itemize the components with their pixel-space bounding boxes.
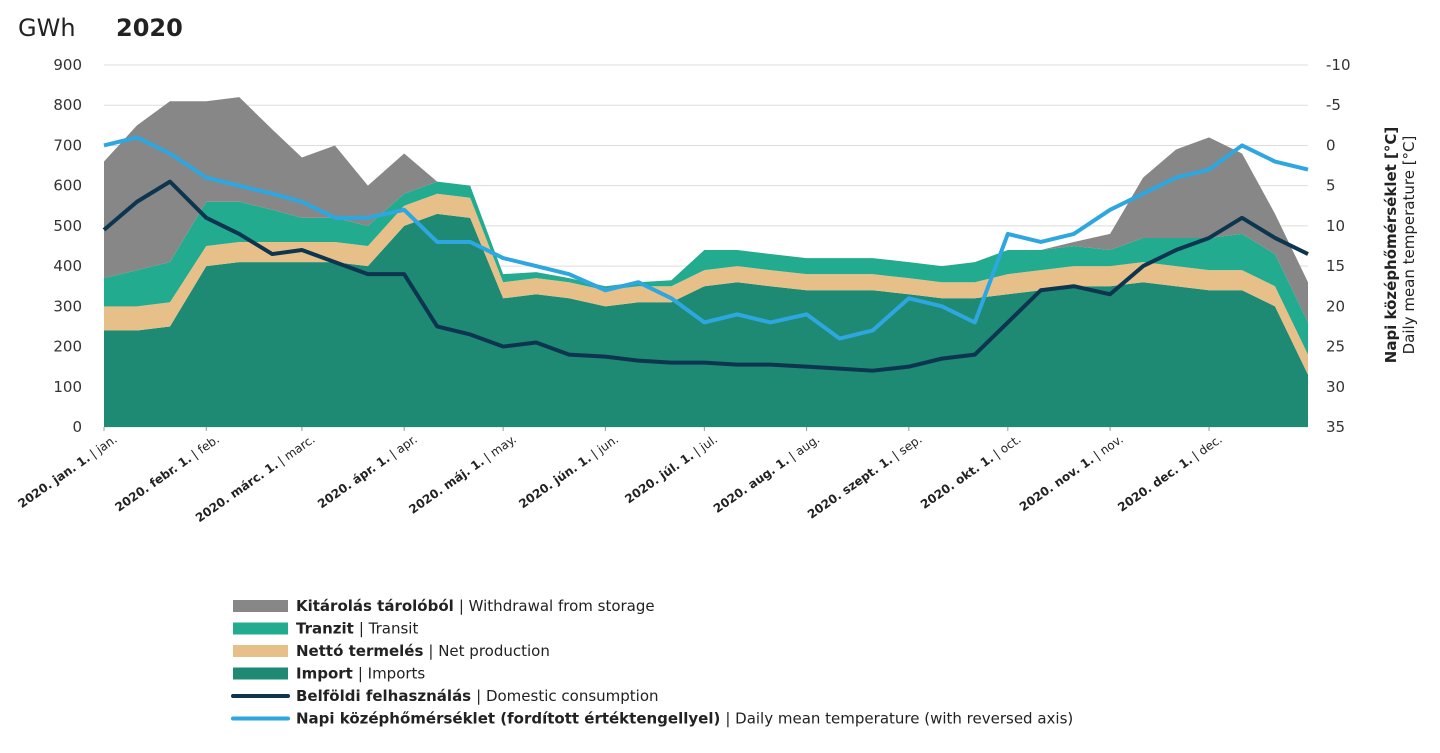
x-tick-label-en: | apr. [387, 432, 420, 461]
y-tick-label: 0 [72, 418, 82, 436]
x-tick-label-en: | oct. [991, 432, 1024, 461]
legend-swatch [233, 622, 288, 635]
x-tick-label: 2020. okt. 1.| oct. [918, 432, 1024, 512]
x-tick-label-bold: 2020. febr. 1. [113, 451, 195, 514]
x-tick-label: 2020. febr. 1.| feb. [113, 432, 222, 515]
legend-label: Belföldi felhasználás | Domestic consumpt… [296, 687, 659, 705]
legend-label: Kitárolás tárolóból | Withdrawal from sto… [296, 597, 655, 615]
legend-swatch [233, 667, 288, 680]
y2-tick-label: 15 [1326, 257, 1345, 275]
legend-name: Kitárolás tárolóból [296, 597, 454, 615]
y2-axis-label: Napi középhőmérséklet [°C]Daily mean tem… [1382, 127, 1418, 363]
x-tick-label-en: | feb. [189, 432, 222, 461]
legend-name: Belföldi felhasználás [296, 687, 471, 705]
y2-tick-label: -5 [1326, 96, 1341, 114]
y-tick-label: 100 [53, 378, 82, 396]
x-tick-label-bold: 2020. okt. 1. [918, 451, 996, 512]
legend-name-en: | Withdrawal from storage [459, 597, 655, 615]
x-tick-label-bold: 2020. márc. 1. [193, 458, 281, 525]
legend-name-en: | Daily mean temperature (with reversed … [725, 710, 1073, 728]
legend-name: Napi középhőmérséklet (fordított értékte… [296, 710, 720, 728]
line-series [102, 179, 1309, 373]
x-tick-label-en: | jul. [691, 432, 720, 458]
x-tick-label-bold: 2020. aug. 1. [711, 453, 792, 516]
x-tick-label: 2020. dec. 1.| dec. [1115, 432, 1225, 515]
y-tick-label: 400 [53, 257, 82, 275]
legend-name-en: | Transit [359, 620, 419, 638]
y2-tick-label: -10 [1326, 56, 1351, 74]
x-tick-label-bold: 2020. nov. 1. [1017, 453, 1097, 515]
legend-name: Tranzit [296, 620, 354, 638]
x-tick-label: 2020. máj. 1.| may. [406, 432, 519, 517]
x-tick-label: 2020. ápr. 1.| apr. [315, 432, 420, 511]
x-tick-label-en: | nov. [1091, 432, 1126, 462]
y-tick-label: 900 [53, 56, 82, 74]
x-tick-label: 2020. nov. 1.| nov. [1017, 432, 1126, 514]
stack-area [104, 181, 1308, 355]
x-tick-label-en: | marc. [275, 432, 317, 468]
chart-title: 2020 [116, 14, 183, 42]
y2-tick-label: 5 [1326, 177, 1336, 195]
legend-label: Tranzit | Transit [296, 620, 418, 638]
legend-swatch [233, 600, 288, 612]
y-tick-label: 200 [53, 338, 82, 356]
x-tick-label-bold: 2020. ápr. 1. [315, 451, 392, 511]
x-tick-label-en: | dec. [1189, 432, 1224, 463]
x-tick-label-en: | jan. [87, 432, 120, 461]
legend-swatch [233, 645, 288, 657]
x-tick-label-bold: 2020. dec. 1. [1115, 453, 1195, 515]
x-tick-label-bold: 2020. máj. 1. [406, 454, 487, 516]
y-tick-label: 700 [53, 136, 82, 154]
y-tick-label: 800 [53, 96, 82, 114]
y2-tick-label: 20 [1326, 297, 1345, 315]
stack-area [104, 97, 1308, 323]
legend-name: Import [296, 665, 353, 683]
x-tick-label: 2020. aug. 1.| aug. [711, 432, 822, 516]
legend-label: Napi középhőmérséklet (fordított értékte… [296, 710, 1073, 728]
y2-tick-label: 35 [1326, 418, 1345, 436]
x-tick-label-bold: 2020. szept. 1. [805, 453, 895, 522]
legend-name-en: | Net production [428, 642, 549, 660]
y2-tick-label: 30 [1326, 378, 1345, 396]
y-tick-label: 300 [53, 297, 82, 315]
legend-name-en: | Imports [358, 665, 426, 683]
y2-tick-label: 25 [1326, 338, 1345, 356]
y-axis-label: GWh [18, 14, 76, 42]
x-tick-label-bold: 2020. jún. 1. [516, 451, 594, 511]
x-tick-label-bold: 2020. jan. 1. [15, 451, 92, 511]
legend-name: Nettó termelés [296, 642, 423, 660]
stack-area [104, 193, 1308, 375]
y2-label-hu: Napi középhőmérséklet [°C] [1382, 127, 1400, 363]
line-series [103, 135, 1309, 341]
x-tick-label: 2020. júl. 1.| jul. [622, 432, 720, 506]
x-tick-label-en: | sep. [890, 432, 925, 462]
x-tick-label: 2020. jún. 1.| jun. [516, 432, 621, 511]
y2-tick-label: 0 [1326, 136, 1336, 154]
y-tick-label: 600 [53, 177, 82, 195]
y2-tick-label: 10 [1326, 217, 1345, 235]
legend-label: Nettó termelés | Net production [296, 642, 550, 660]
y-tick-label: 500 [53, 217, 82, 235]
x-tick-label: 2020. jan. 1.| jan. [15, 432, 119, 511]
legend-name-en: | Domestic consumption [476, 687, 658, 705]
x-tick-label: 2020. szept. 1.| sep. [805, 432, 925, 522]
x-tick-label-en: | aug. [786, 432, 822, 463]
legend-label: Import | Imports [296, 665, 425, 683]
y2-label-en: Daily mean temperature [°C] [1400, 136, 1418, 355]
x-tick-label-bold: 2020. júl. 1. [622, 449, 696, 507]
x-tick-label-en: | may. [481, 432, 519, 464]
x-tick-label-en: | jun. [588, 432, 621, 461]
